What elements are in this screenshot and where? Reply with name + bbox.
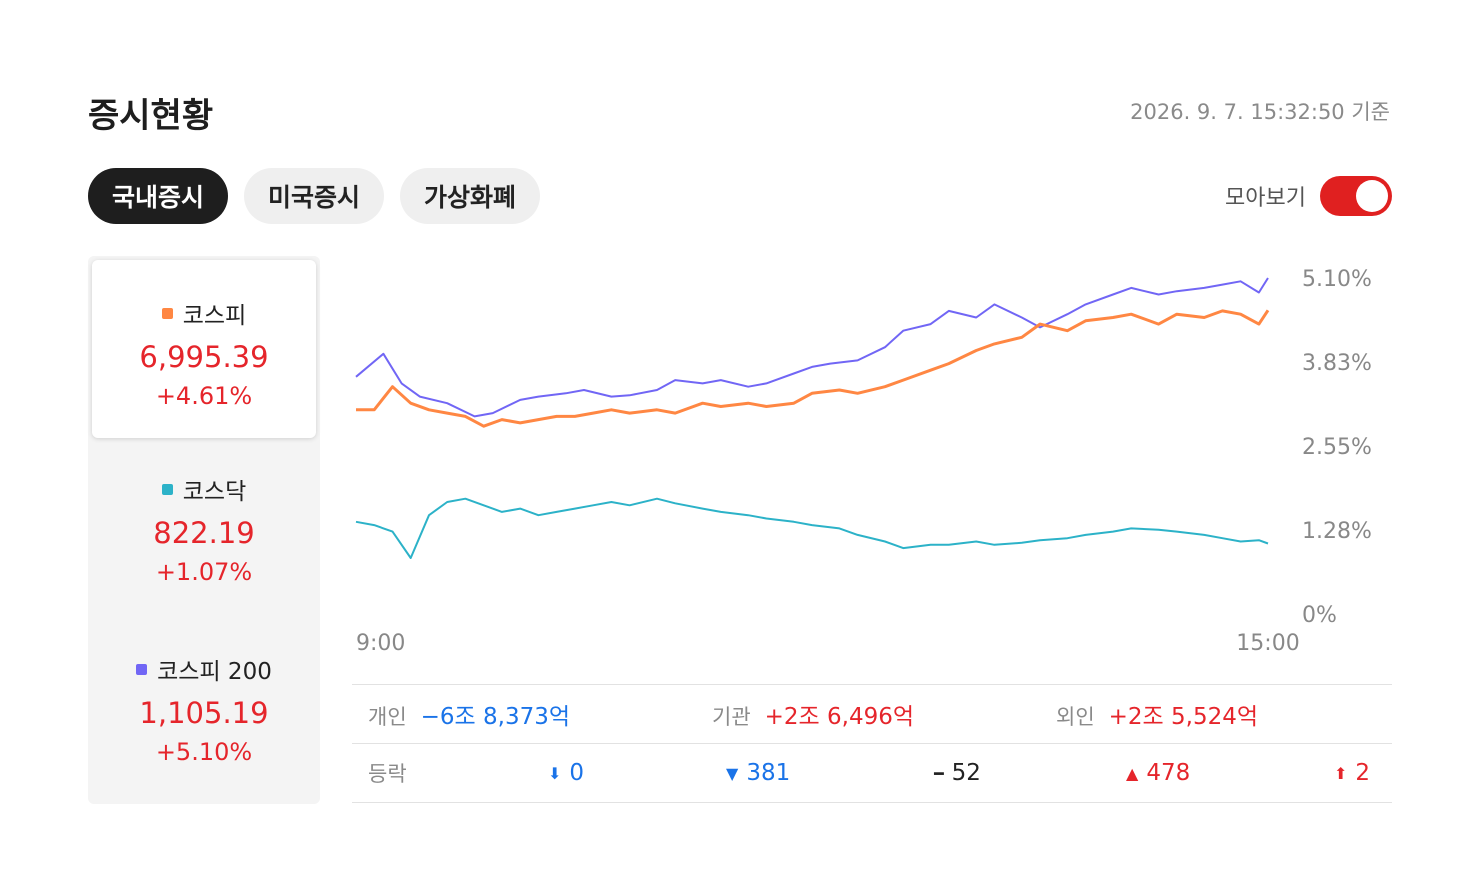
lower-limit-count: ⬇ 0 xyxy=(548,760,585,786)
unchanged-dash-icon: ━ xyxy=(934,763,944,783)
kospi-legend-icon xyxy=(161,307,173,319)
y-tick-label: 2.55% xyxy=(1302,435,1372,460)
advance-decline-row: 등락 ⬇ 0 ▼ 381 ━ 52 ▲ 478 ⬆ 2 xyxy=(352,743,1392,803)
page-title: 증시현황 xyxy=(88,96,214,136)
index-name: 코스닥 xyxy=(182,479,247,505)
index-name: 코스피 200 xyxy=(157,659,272,685)
down-triangle-icon: ▼ xyxy=(726,763,739,783)
index-item-kosdaq[interactable]: 코스닥 822.19 +1.07% xyxy=(88,472,320,586)
index-value: 1,105.19 xyxy=(139,696,269,730)
view-all-toggle[interactable] xyxy=(1320,176,1392,216)
investor-institution: 기관 +2조 6,496억 xyxy=(712,697,914,731)
index-change: +4.61% xyxy=(155,382,253,410)
upper-limit-count: ⬆ 2 xyxy=(1334,760,1371,786)
series-line-코스피 xyxy=(356,309,1270,428)
tab-us[interactable]: 미국증시 xyxy=(244,168,385,224)
index-list: 코스피 6,995.39 +4.61% 코스닥 822.19 +1.07% 코스… xyxy=(88,256,320,804)
x-tick-label: 9:00 xyxy=(356,631,405,656)
upper-limit-arrow-icon: ⬆ xyxy=(1334,763,1348,783)
unchanged-count: ━ 52 xyxy=(934,760,981,786)
tab-domestic[interactable]: 국내증시 xyxy=(88,168,229,224)
index-change: +1.07% xyxy=(155,558,253,586)
index-name: 코스피 xyxy=(182,303,247,329)
investor-flow-row: 개인 −6조 8,373억 기관 +2조 6,496억 외인 +2조 5,524… xyxy=(352,684,1392,743)
investor-foreign: 외인 +2조 5,524억 xyxy=(1056,697,1258,731)
toggle-knob xyxy=(1356,180,1388,212)
view-all-toggle-group: 모아보기 xyxy=(1225,176,1392,216)
y-tick-label: 1.28% xyxy=(1302,519,1372,544)
investor-value: +2조 5,524억 xyxy=(1108,704,1259,730)
timestamp: 2026. 9. 7. 15:32:50 기준 xyxy=(1130,100,1390,124)
x-tick-label: 15:00 xyxy=(1236,631,1299,656)
up-triangle-icon: ▲ xyxy=(1126,763,1139,783)
index-change: +5.10% xyxy=(155,738,253,766)
series-line-코스닥 xyxy=(355,497,1269,559)
investor-value: +2조 6,496억 xyxy=(764,704,915,730)
decline-count: ▼ 381 xyxy=(726,760,791,786)
y-tick-label: 3.83% xyxy=(1302,351,1372,376)
lower-limit-arrow-icon: ⬇ xyxy=(548,763,562,783)
index-value: 822.19 xyxy=(153,516,255,550)
kospi200-legend-icon xyxy=(136,663,148,675)
index-item-kospi200[interactable]: 코스피 200 1,105.19 +5.10% xyxy=(88,652,320,766)
series-line-코스피-200 xyxy=(355,277,1269,418)
investor-value: −6조 8,373억 xyxy=(420,704,571,730)
kosdaq-legend-icon xyxy=(161,483,173,495)
view-all-label: 모아보기 xyxy=(1225,186,1306,211)
advance-decline-label: 등락 xyxy=(368,762,407,786)
index-value: 6,995.39 xyxy=(139,340,269,374)
index-line-chart: 5.10% 3.83% 2.55% 1.28% 0% 9:00 15:00 xyxy=(355,267,1372,656)
market-tabs: 국내증시 미국증시 가상화폐 xyxy=(88,168,541,224)
index-item-kospi[interactable]: 코스피 6,995.39 +4.61% xyxy=(92,260,316,438)
investor-individual: 개인 −6조 8,373억 xyxy=(368,697,570,731)
tab-crypto[interactable]: 가상화폐 xyxy=(400,168,541,224)
advance-count: ▲ 478 xyxy=(1126,760,1191,786)
y-tick-label: 5.10% xyxy=(1302,267,1372,292)
y-tick-label: 0% xyxy=(1302,603,1337,628)
